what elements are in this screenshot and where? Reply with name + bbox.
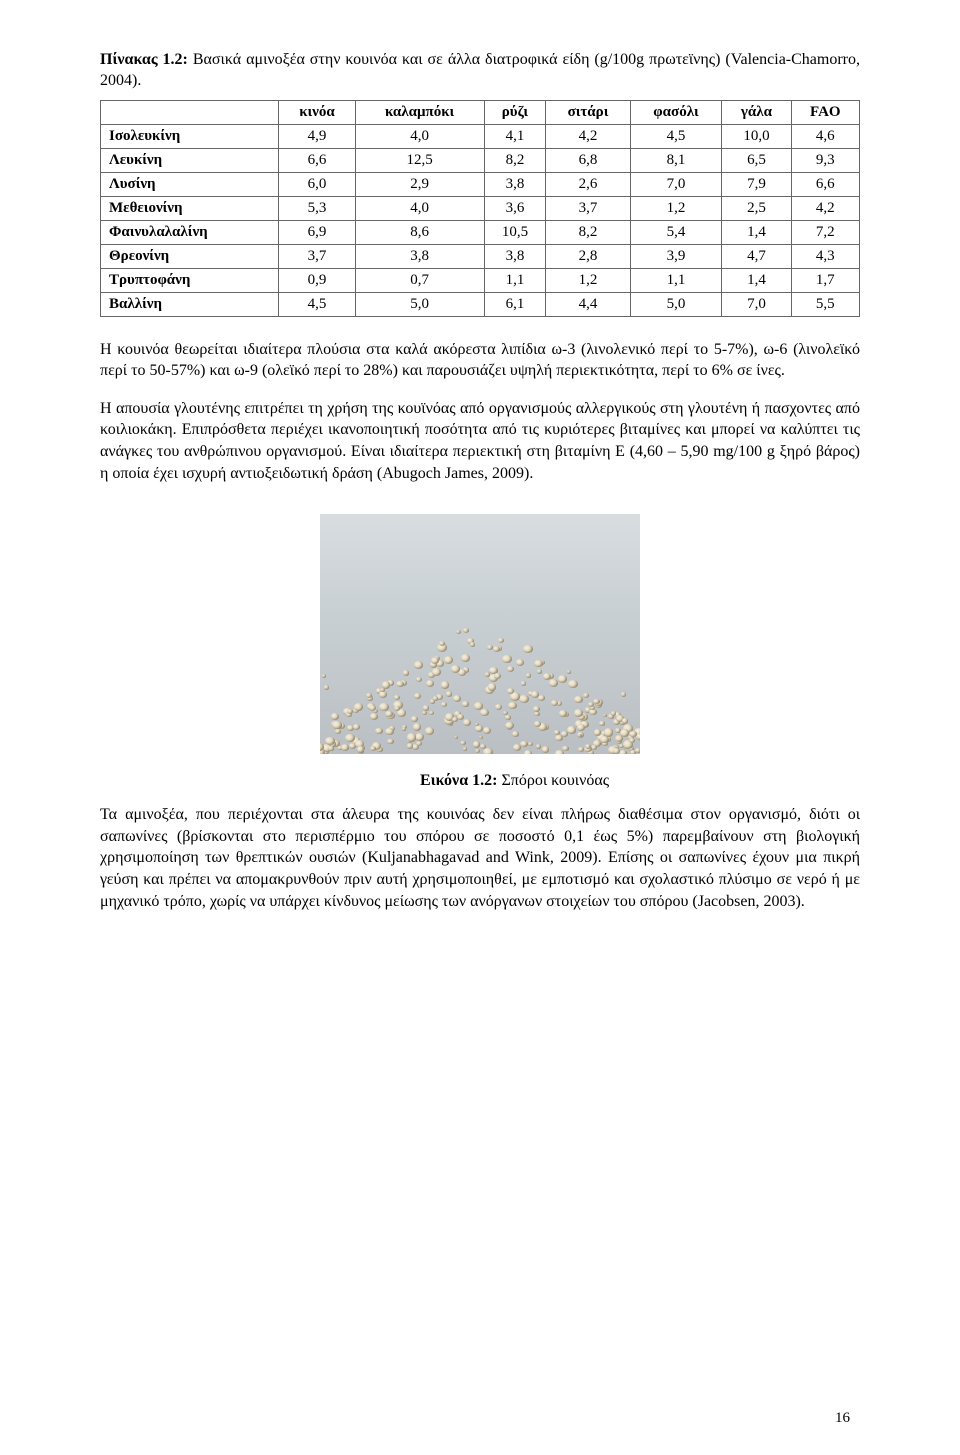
table-header-cell: γάλα [722,100,791,124]
table-cell: 5,0 [355,292,484,316]
table-cell: 4,9 [279,124,355,148]
table-row: Λυσίνη6,02,93,82,67,07,96,6 [101,172,860,196]
table-cell: 1,1 [484,268,546,292]
table-cell: 6,9 [279,220,355,244]
table-cell: 12,5 [355,148,484,172]
table-header-cell: κινόα [279,100,355,124]
table-cell: 4,2 [791,196,859,220]
table-cell: 1,2 [630,196,722,220]
table-cell: 3,9 [630,244,722,268]
table-cell: 7,0 [630,172,722,196]
table-cell: 1,7 [791,268,859,292]
table-cell: 3,6 [484,196,546,220]
table-row: Θρεονίνη3,73,83,82,83,94,74,3 [101,244,860,268]
paragraph-2: Η απουσία γλουτένης επιτρέπει τη χρήση τ… [100,398,860,484]
table-cell: 4,3 [791,244,859,268]
table-row: Μεθειονίνη5,34,03,63,71,22,54,2 [101,196,860,220]
table-cell: 6,6 [279,148,355,172]
table-cell: 3,7 [546,196,630,220]
table-cell: 4,4 [546,292,630,316]
table-cell: 4,2 [546,124,630,148]
table-cell: 10,0 [722,124,791,148]
table-row: Λευκίνη6,612,58,26,88,16,59,3 [101,148,860,172]
table-cell: 6,1 [484,292,546,316]
table-cell: 8,2 [546,220,630,244]
table-cell: 5,0 [630,292,722,316]
table-cell: 3,8 [355,244,484,268]
table-row: Ισολευκίνη4,94,04,14,24,510,04,6 [101,124,860,148]
paragraph-1: Η κουινόα θεωρείται ιδιαίτερα πλούσια στ… [100,339,860,382]
table-cell: 1,4 [722,268,791,292]
table-cell: 2,5 [722,196,791,220]
table-cell: 1,2 [546,268,630,292]
table-cell: 5,5 [791,292,859,316]
figure-caption-label: Εικόνα 1.2: [420,772,497,789]
table-header-cell: φασόλι [630,100,722,124]
table-row-header: Φαινυλαλαλίνη [101,220,279,244]
table-cell: 6,8 [546,148,630,172]
table-header-cell [101,100,279,124]
table-header-cell: ρύζι [484,100,546,124]
table-cell: 5,3 [279,196,355,220]
table-row-header: Τρυπτοφάνη [101,268,279,292]
table-cell: 4,5 [630,124,722,148]
table-cell: 2,6 [546,172,630,196]
table-row: Φαινυλαλαλίνη6,98,610,58,25,41,47,2 [101,220,860,244]
table-cell: 2,8 [546,244,630,268]
figure-caption: Εικόνα 1.2: Σπόροι κουινόας [420,772,860,790]
table-row-header: Λυσίνη [101,172,279,196]
table-header-cell: καλαμπόκι [355,100,484,124]
table-cell: 6,5 [722,148,791,172]
table-cell: 4,0 [355,124,484,148]
table-header-cell: FAO [791,100,859,124]
table-cell: 5,4 [630,220,722,244]
table-cell: 8,2 [484,148,546,172]
table-cell: 6,6 [791,172,859,196]
page-number: 16 [835,1410,850,1427]
table-cell: 1,4 [722,220,791,244]
table-cell: 4,7 [722,244,791,268]
table-cell: 4,6 [791,124,859,148]
table-caption-text: Βασικά αμινοξέα στην κουινόα και σε άλλα… [100,51,860,89]
table-cell: 4,0 [355,196,484,220]
table-cell: 3,7 [279,244,355,268]
table-cell: 2,9 [355,172,484,196]
table-cell: 1,1 [630,268,722,292]
table-cell: 3,8 [484,244,546,268]
table-cell: 3,8 [484,172,546,196]
table-row-header: Ισολευκίνη [101,124,279,148]
table-cell: 8,1 [630,148,722,172]
table-cell: 7,9 [722,172,791,196]
paragraph-3: Τα αμινοξέα, που περιέχονται στα άλευρα … [100,804,860,912]
table-cell: 4,1 [484,124,546,148]
table-row-header: Λευκίνη [101,148,279,172]
table-row-header: Θρεονίνη [101,244,279,268]
quinoa-seeds-image [320,514,640,754]
table-cell: 8,6 [355,220,484,244]
table-cell: 7,0 [722,292,791,316]
table-cell: 10,5 [484,220,546,244]
table-row: Τρυπτοφάνη0,90,71,11,21,11,41,7 [101,268,860,292]
table-cell: 6,0 [279,172,355,196]
table-cell: 0,9 [279,268,355,292]
table-caption-label: Πίνακας 1.2: [100,51,188,68]
table-cell: 0,7 [355,268,484,292]
table-caption: Πίνακας 1.2: Βασικά αμινοξέα στην κουινό… [100,50,860,92]
amino-acid-table: κινόακαλαμπόκιρύζισιτάριφασόλιγάλαFAO Ισ… [100,100,860,317]
table-cell: 9,3 [791,148,859,172]
table-cell: 7,2 [791,220,859,244]
table-row-header: Βαλλίνη [101,292,279,316]
table-row-header: Μεθειονίνη [101,196,279,220]
table-cell: 4,5 [279,292,355,316]
table-row: Βαλλίνη4,55,06,14,45,07,05,5 [101,292,860,316]
table-header-cell: σιτάρι [546,100,630,124]
figure-caption-text: Σπόροι κουινόας [501,772,609,789]
